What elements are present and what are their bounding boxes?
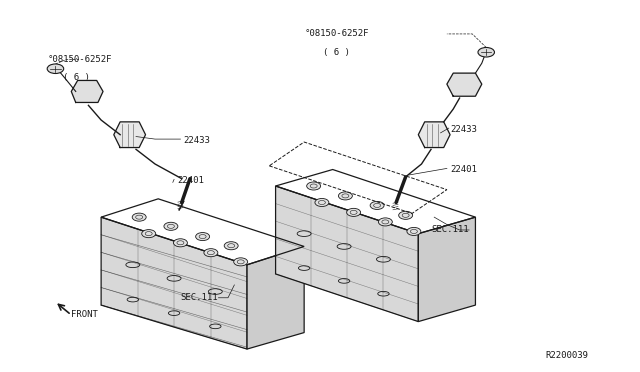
Polygon shape	[276, 186, 419, 321]
Circle shape	[347, 208, 360, 217]
Polygon shape	[447, 73, 482, 96]
Text: 22433: 22433	[184, 136, 211, 145]
Polygon shape	[247, 247, 304, 349]
Text: SEC.111: SEC.111	[180, 293, 218, 302]
Circle shape	[307, 182, 321, 190]
Circle shape	[407, 227, 421, 235]
Circle shape	[234, 258, 248, 266]
Polygon shape	[114, 122, 145, 148]
Polygon shape	[101, 217, 247, 349]
Circle shape	[399, 211, 413, 219]
Text: ( 6 ): ( 6 )	[323, 48, 350, 57]
Circle shape	[204, 248, 218, 257]
Text: R2200039: R2200039	[545, 351, 588, 360]
Polygon shape	[419, 217, 476, 321]
Circle shape	[339, 192, 353, 200]
Polygon shape	[419, 122, 450, 148]
Text: 22433: 22433	[450, 125, 477, 134]
Text: ( 6 ): ( 6 )	[63, 73, 90, 83]
Circle shape	[173, 239, 188, 247]
Text: °08150-6252F: °08150-6252F	[47, 55, 112, 64]
Circle shape	[378, 218, 392, 226]
Text: 22401: 22401	[450, 165, 477, 174]
Circle shape	[315, 198, 329, 206]
Circle shape	[164, 222, 178, 230]
Circle shape	[224, 242, 238, 250]
Circle shape	[141, 230, 156, 238]
Polygon shape	[71, 80, 103, 102]
Text: °08150-6252F: °08150-6252F	[304, 29, 369, 38]
Circle shape	[196, 232, 210, 241]
Text: SEC.111: SEC.111	[431, 225, 468, 234]
Circle shape	[370, 201, 384, 209]
Circle shape	[132, 213, 146, 221]
Text: FRONT: FRONT	[71, 311, 98, 320]
Circle shape	[47, 64, 64, 74]
Text: 22401: 22401	[177, 176, 204, 185]
Circle shape	[478, 48, 495, 57]
